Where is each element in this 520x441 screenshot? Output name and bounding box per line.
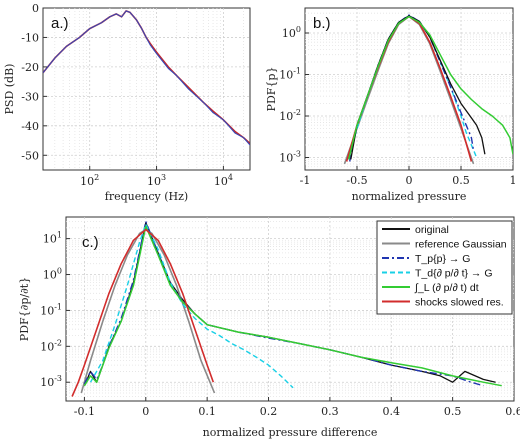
y-tick-label: -10 [21, 31, 39, 44]
x-tick-label: 0.5 [452, 174, 470, 187]
y-tick-label: 10-2 [279, 108, 301, 123]
panel-1: 102 103 104 0 -10 -20 -30 -40 -50 frequency (Hz) P… [3, 2, 251, 203]
legend-box [376, 220, 513, 315]
x-tick-label: 1 [510, 174, 517, 187]
series-line-6 [347, 15, 513, 160]
x-tick-label: 0 [406, 174, 413, 187]
panel-3: -0.1 0 0.1 0.2 0.3 0.4 0.5 0.6 10-3 10-2 10-1 100 10… [18, 216, 520, 439]
legend: original reference Gaussian T_p{p} → G T_d{… [376, 220, 513, 315]
legend-label: original [415, 224, 449, 236]
y-tick-label: 100 [282, 25, 301, 40]
x-tick-label: 0.5 [444, 405, 462, 418]
y-tick-label: 10-1 [279, 66, 301, 81]
x-tick-label: 0.3 [321, 405, 339, 418]
y-axis-label: PSD (dB) [3, 64, 16, 115]
y-tick-label: 0 [32, 2, 39, 15]
y-tick-label: 10-2 [40, 338, 62, 353]
legend-label: T_d{∂ p/∂ t} → G [415, 268, 493, 280]
x-tick-label: 102 [80, 173, 99, 188]
x-tick-label: 0.1 [198, 405, 216, 418]
x-tick-label: 0.4 [383, 405, 401, 418]
x-tick-label: -1 [300, 174, 311, 187]
x-tick-label: 0.6 [505, 405, 520, 418]
x-axis-label: normalized pressure difference [203, 426, 378, 439]
grid [43, 8, 250, 170]
x-tick-label: -0.5 [346, 174, 367, 187]
legend-label: reference Gaussian [415, 239, 507, 251]
panel-label: b.) [313, 15, 331, 32]
y-tick-label: 100 [43, 267, 62, 282]
y-tick-label: 101 [43, 231, 62, 246]
x-tick-label: 103 [147, 173, 166, 188]
y-tick-label: 10-3 [40, 374, 62, 389]
series-line-5 [83, 225, 502, 387]
x-tick-label: -0.1 [74, 405, 95, 418]
legend-label: shocks slowed res. [415, 297, 504, 309]
series-line-6 [71, 228, 215, 397]
x-tick-label: 0 [142, 405, 149, 418]
x-axis-label: normalized pressure [352, 190, 467, 203]
y-tick-label: -40 [21, 120, 39, 133]
panel-label: a.) [51, 15, 69, 32]
x-axis-label: frequency (Hz) [105, 190, 188, 203]
series-group [343, 14, 513, 165]
y-tick-label: -20 [21, 61, 39, 74]
x-tick-label: 104 [214, 173, 233, 188]
x-tick-label: 0.2 [260, 405, 278, 418]
series-group [71, 220, 502, 397]
y-tick-label: 10-3 [279, 150, 301, 165]
y-tick-label: -30 [21, 90, 39, 103]
panel-label: c.) [82, 234, 99, 251]
y-tick-label: 10-1 [40, 302, 62, 317]
panel-2: -1 -0.5 0 0.5 1 10-3 10-2 10-1 100 normalized pre… [265, 7, 517, 203]
legend-label: T_p{p} → G [415, 253, 470, 265]
series-line-2 [43, 10, 250, 146]
legend-label: ∫_L (∂ p/∂ t) dt [414, 282, 479, 294]
y-axis-label: PDF{p} [265, 67, 278, 112]
y-tick-label: -50 [21, 149, 39, 162]
y-axis-label: PDF{∂p/∂t} [18, 277, 31, 341]
series-group [43, 10, 250, 146]
